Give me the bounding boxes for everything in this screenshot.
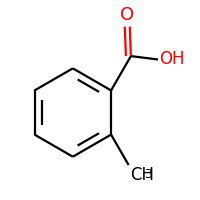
Text: O: O xyxy=(120,6,134,24)
Text: OH: OH xyxy=(159,50,185,68)
Text: CH: CH xyxy=(130,166,154,184)
Text: 3: 3 xyxy=(144,168,152,181)
